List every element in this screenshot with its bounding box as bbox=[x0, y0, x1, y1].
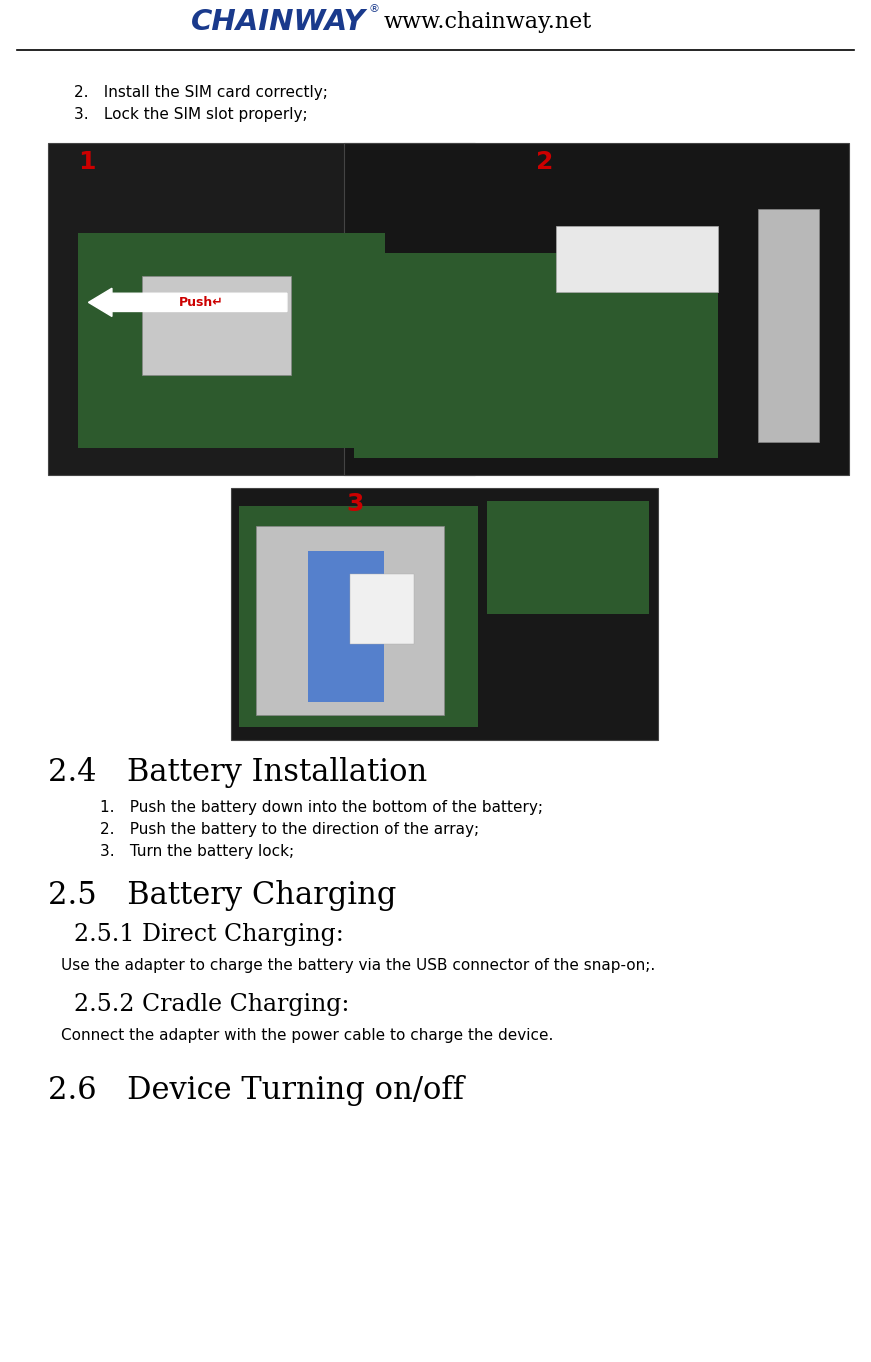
Bar bbox=[350, 573, 415, 644]
Text: 2.5.2 Cradle Charging:: 2.5.2 Cradle Charging: bbox=[74, 993, 349, 1016]
Text: ®: ® bbox=[368, 4, 380, 14]
Bar bbox=[240, 505, 478, 727]
Text: 2.4 Battery Installation: 2.4 Battery Installation bbox=[48, 757, 427, 789]
Bar bbox=[487, 501, 649, 614]
Text: 3. Lock the SIM slot properly;: 3. Lock the SIM slot properly; bbox=[74, 108, 307, 123]
Text: 2. Push the battery to the direction of the array;: 2. Push the battery to the direction of … bbox=[100, 823, 479, 838]
Text: 2: 2 bbox=[536, 150, 553, 174]
Bar bbox=[759, 210, 819, 441]
Bar bbox=[256, 526, 444, 715]
Bar bbox=[557, 226, 718, 293]
Text: Push↵: Push↵ bbox=[179, 296, 224, 309]
Text: 1. Push the battery down into the bottom of the battery;: 1. Push the battery down into the bottom… bbox=[100, 799, 544, 814]
FancyArrow shape bbox=[89, 289, 287, 316]
Bar bbox=[142, 275, 291, 376]
Text: 2.5.1 Direct Charging:: 2.5.1 Direct Charging: bbox=[74, 923, 344, 947]
Text: 1: 1 bbox=[78, 150, 95, 174]
Bar bbox=[231, 488, 658, 740]
Text: www.chainway.net: www.chainway.net bbox=[383, 11, 591, 33]
Text: CHAINWAY: CHAINWAY bbox=[191, 8, 366, 35]
Text: 2. Install the SIM card correctly;: 2. Install the SIM card correctly; bbox=[74, 84, 327, 99]
Text: 2.6 Device Turning on/off: 2.6 Device Turning on/off bbox=[48, 1075, 463, 1106]
Text: Use the adapter to charge the battery via the USB connector of the snap-on;.: Use the adapter to charge the battery vi… bbox=[61, 957, 655, 972]
Bar bbox=[354, 252, 718, 459]
Bar bbox=[48, 143, 475, 475]
Bar bbox=[344, 143, 849, 475]
Bar bbox=[307, 552, 384, 703]
Text: Connect the adapter with the power cable to charge the device.: Connect the adapter with the power cable… bbox=[61, 1028, 553, 1043]
Text: 3: 3 bbox=[346, 492, 363, 516]
Text: 2.5 Battery Charging: 2.5 Battery Charging bbox=[48, 880, 396, 911]
Text: 3. Turn the battery lock;: 3. Turn the battery lock; bbox=[100, 844, 294, 859]
Bar bbox=[78, 233, 385, 448]
